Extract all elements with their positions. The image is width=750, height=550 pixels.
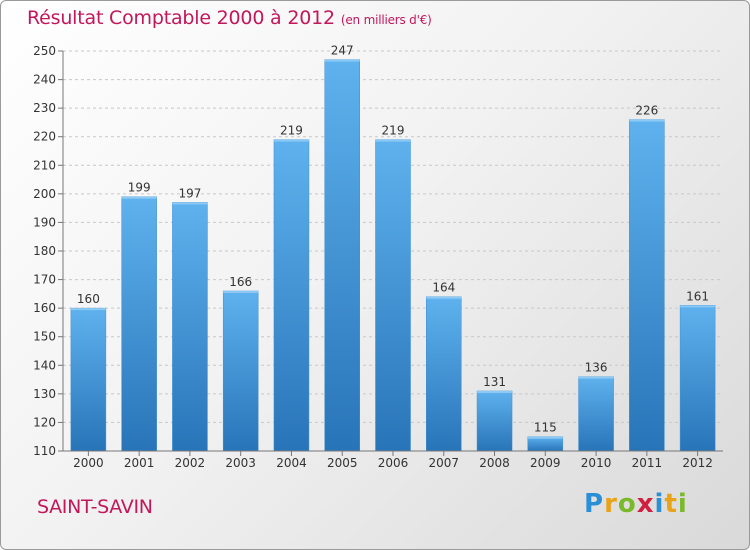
- bar-2007: [426, 296, 462, 452]
- brand-letter: x: [636, 489, 655, 519]
- x-tick-label: 2006: [378, 456, 409, 470]
- brand-logo: Proxiti: [584, 489, 688, 519]
- bar-highlight: [680, 305, 716, 308]
- y-tick-label: 140: [33, 358, 56, 372]
- x-tick-label: 2000: [73, 456, 104, 470]
- data-label: 160: [77, 292, 100, 306]
- y-tick-label: 120: [33, 415, 56, 429]
- data-label: 219: [280, 124, 303, 138]
- y-tick-label: 130: [33, 387, 56, 401]
- bar-highlight: [121, 196, 157, 199]
- brand-letter: t: [664, 489, 678, 519]
- brand-letter: i: [677, 489, 688, 519]
- bar-2005: [324, 59, 360, 452]
- brand-letter: i: [654, 489, 665, 519]
- y-tick-label: 110: [33, 444, 56, 458]
- bar-2000: [70, 307, 107, 452]
- data-label: 166: [229, 275, 252, 289]
- y-tick-label: 160: [33, 301, 56, 315]
- data-label: 197: [178, 186, 201, 200]
- x-tick-label: 2011: [632, 456, 663, 470]
- bar-2004: [273, 139, 310, 452]
- bar-2009: [527, 436, 564, 452]
- x-tick-label: 2012: [682, 456, 713, 470]
- bar-2001: [121, 196, 157, 452]
- x-tick-label: 2003: [225, 456, 256, 470]
- y-tick-label: 230: [33, 101, 56, 115]
- y-tick-label: 150: [33, 330, 56, 344]
- y-tick-label: 170: [33, 273, 56, 287]
- bar-highlight: [273, 139, 309, 142]
- data-label: 115: [534, 421, 557, 435]
- bar-2008: [476, 390, 513, 452]
- x-tick-label: 2005: [327, 456, 358, 470]
- data-label: 136: [585, 361, 608, 375]
- bar-2003: [222, 290, 259, 452]
- x-tick-label: 2002: [175, 456, 206, 470]
- bar-highlight: [426, 296, 462, 299]
- brand-letter: o: [617, 489, 637, 519]
- data-label: 164: [432, 281, 455, 295]
- bar-2002: [172, 202, 208, 452]
- data-label: 219: [382, 124, 405, 138]
- data-label: 226: [635, 104, 658, 118]
- x-tick-label: 2008: [479, 456, 510, 470]
- brand-letter: P: [584, 489, 605, 519]
- brand-letter: r: [604, 489, 618, 519]
- place-name: SAINT-SAVIN: [37, 496, 153, 518]
- bar-highlight: [324, 59, 360, 62]
- y-tick-label: 210: [33, 158, 56, 172]
- data-label: 161: [686, 289, 709, 303]
- y-tick-label: 200: [33, 187, 56, 201]
- chart-subtitle: (en milliers d'€): [340, 13, 432, 27]
- bar-2006: [375, 139, 411, 452]
- chart-title: Résultat Comptable 2000 à 2012 (en millie…: [27, 7, 432, 29]
- y-tick-label: 250: [33, 44, 56, 58]
- bar-highlight: [527, 436, 563, 439]
- x-tick-label: 2010: [581, 456, 612, 470]
- bar-highlight: [477, 391, 513, 393]
- data-label: 131: [483, 375, 506, 389]
- data-label: 247: [331, 44, 354, 58]
- x-tick-label: 2007: [428, 456, 459, 470]
- bar-2012: [679, 305, 716, 452]
- bar-highlight: [578, 376, 614, 379]
- bar-highlight: [629, 119, 665, 122]
- bar-2011: [629, 119, 665, 452]
- x-tick-label: 2004: [276, 456, 307, 470]
- x-tick-label: 2001: [124, 456, 155, 470]
- y-tick-label: 180: [33, 244, 56, 258]
- x-tick-label: 2009: [530, 456, 561, 470]
- y-tick-label: 240: [33, 73, 56, 87]
- y-tick-label: 190: [33, 215, 56, 229]
- y-tick-label: 220: [33, 130, 56, 144]
- bar-highlight: [223, 291, 259, 293]
- bar-highlight: [70, 308, 106, 311]
- bar-highlight: [172, 202, 208, 205]
- bar-2010: [578, 376, 614, 452]
- bar-highlight: [375, 139, 411, 142]
- data-label: 199: [128, 181, 151, 195]
